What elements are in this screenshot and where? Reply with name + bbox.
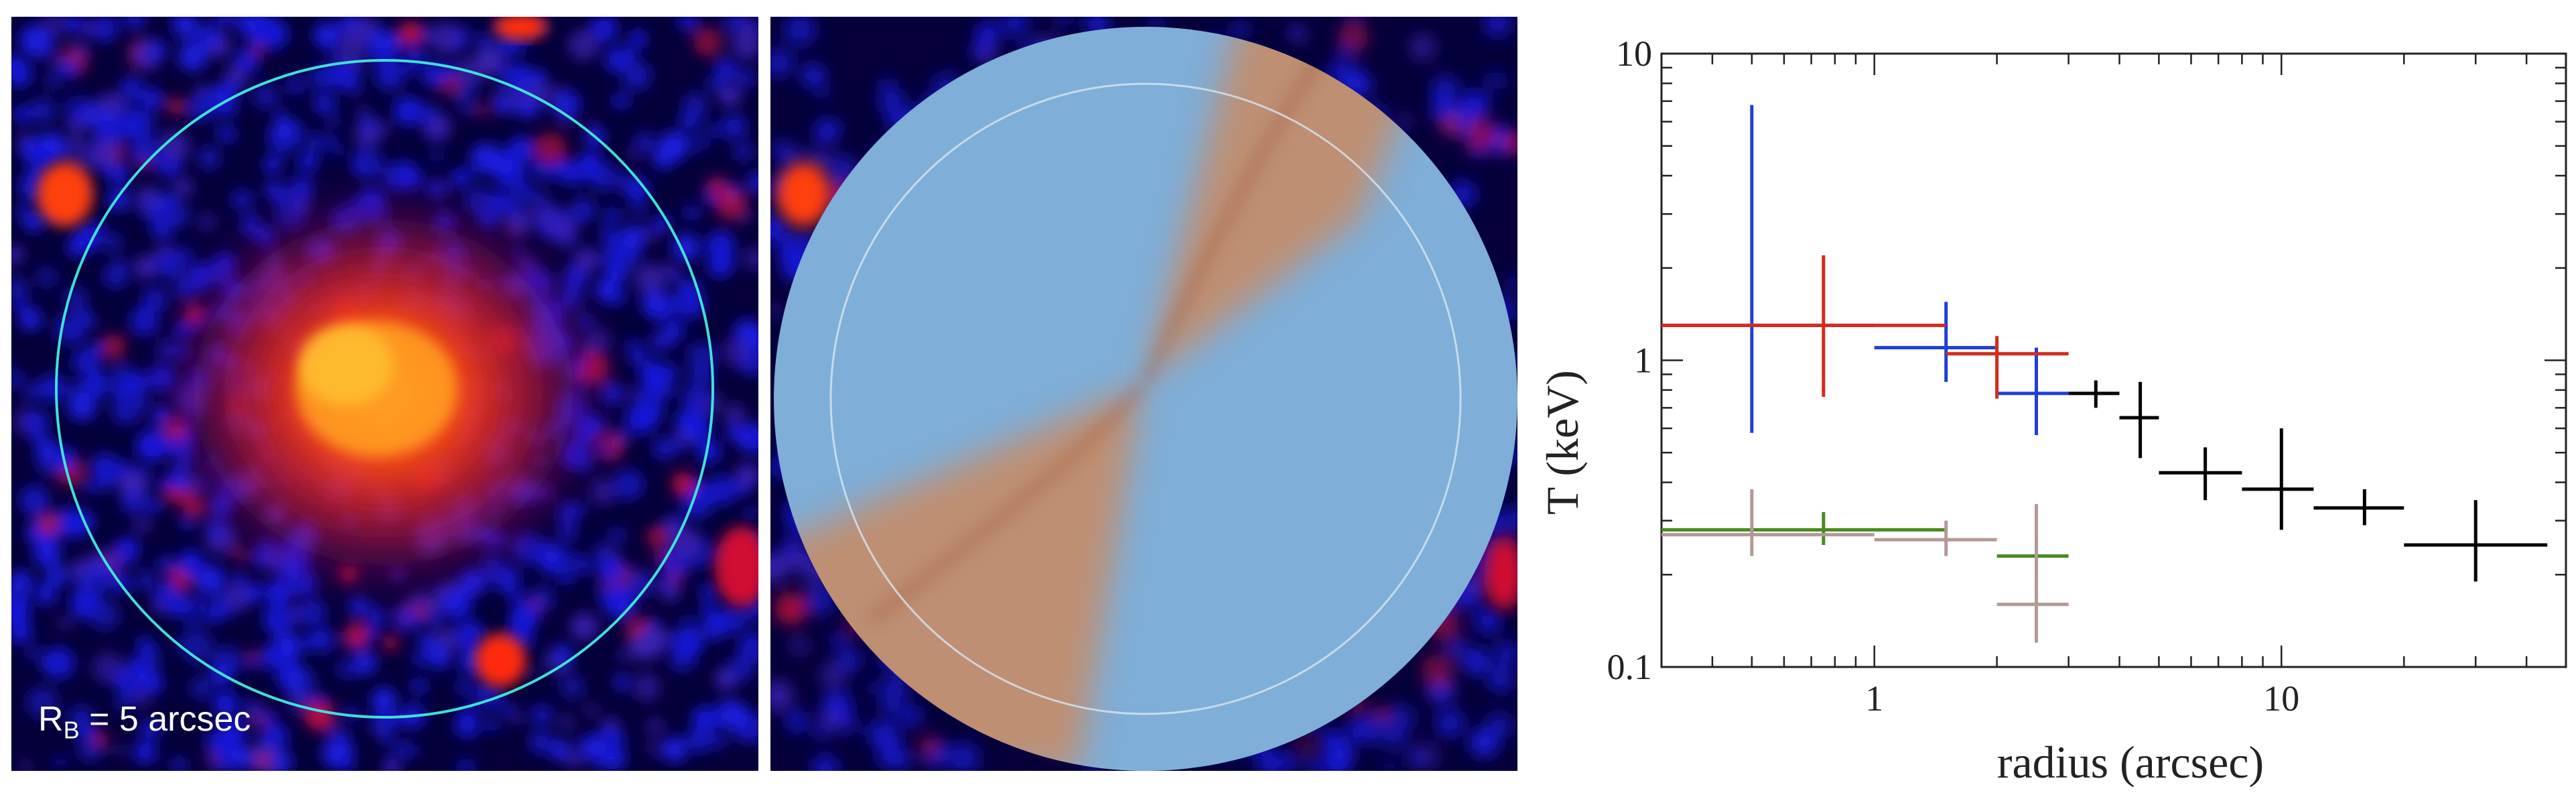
data-point <box>1946 336 2069 399</box>
data-point <box>2242 428 2314 530</box>
simulation-overlay-panel <box>770 17 1517 771</box>
data-point <box>2159 447 2242 501</box>
temperature-profile-chart: 1 10 0.1 1 10 radius (arcsec) T (keV) <box>1517 0 2576 793</box>
xray-image <box>11 17 758 771</box>
y-tick-label: 10 <box>1616 34 1652 74</box>
data-point <box>2313 489 2404 526</box>
y-tick-label: 0.1 <box>1607 647 1653 687</box>
data-point <box>1996 503 2069 643</box>
plot-frame <box>1660 52 2567 668</box>
data-point <box>2404 500 2548 582</box>
data-point <box>1996 534 2069 582</box>
bondi-radius-circle <box>55 59 714 719</box>
x-tick-label: 10 <box>2263 678 2299 719</box>
data-point <box>1662 255 1946 398</box>
data-point <box>2068 380 2120 408</box>
bondi-radius-caption: RB = 5 arcsec <box>38 699 251 743</box>
x-axis-label: radius (arcsec) <box>1997 737 2264 788</box>
simulation-overlay-image <box>770 17 1517 771</box>
x-tick-label: 1 <box>1865 678 1883 719</box>
data-point <box>1662 511 1946 545</box>
data-point <box>2119 381 2159 459</box>
data-point <box>1874 520 1997 556</box>
data-point <box>1662 489 1875 556</box>
y-axis-label: T (keV) <box>1537 370 1588 515</box>
xray-image-panel: RB = 5 arcsec <box>11 17 758 771</box>
y-tick-label: 1 <box>1634 341 1652 381</box>
temperature-chart-svg: 1 10 0.1 1 10 radius (arcsec) T (keV) <box>1537 34 2567 788</box>
data-point <box>1874 302 1997 382</box>
data-point <box>1662 105 1875 433</box>
data-point <box>1996 347 2069 436</box>
